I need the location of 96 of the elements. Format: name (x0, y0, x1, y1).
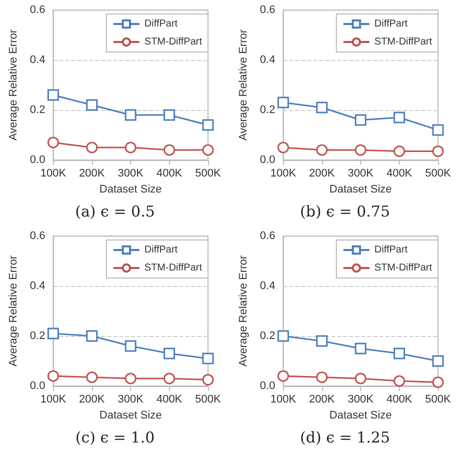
point (86, 99, 98, 111)
x-tick-label: 100K (40, 168, 67, 180)
point (124, 109, 136, 121)
point (47, 328, 59, 340)
y-tick-label: 0.6 (260, 230, 276, 242)
x-tick-label: 400K (156, 394, 183, 406)
legend-label: DiffPart (374, 244, 408, 256)
x-tick-label: 400K (156, 168, 183, 180)
point (354, 144, 366, 156)
x-tick-label: 100K (40, 394, 67, 406)
point (316, 372, 328, 383)
y-tick-label: 0.6 (30, 230, 46, 242)
point (164, 144, 176, 156)
y-tick-label: 0.0 (30, 154, 46, 166)
x-tick-label: 500K (195, 394, 222, 406)
point (164, 109, 176, 121)
x-tick-label: 100K (270, 394, 297, 406)
point (86, 372, 98, 383)
y-axis-title: Average Relative Error (238, 29, 250, 141)
point (164, 372, 176, 384)
legend-label: DiffPart (144, 18, 178, 30)
point (202, 374, 214, 386)
x-tick-label: 500K (425, 394, 452, 406)
y-tick-label: 0.0 (260, 380, 276, 392)
point (394, 375, 406, 387)
x-axis-title: Dataset Size (329, 183, 392, 196)
y-tick-label: 0.0 (260, 154, 276, 166)
y-axis-title: Average Relative Error (238, 255, 250, 367)
y-tick-label: 0.0 (30, 380, 46, 392)
text: (d) ϵ = 1.25 (300, 428, 390, 446)
x-tick-label: 500K (195, 168, 222, 180)
x-tick-label: 300K (348, 168, 374, 180)
x-tick-label: 400K (386, 394, 413, 406)
text: (b) ϵ = 0.75 (300, 202, 390, 220)
text: (c) ϵ = 1.0 (75, 428, 155, 446)
point (432, 124, 444, 136)
point (202, 119, 214, 131)
point (86, 330, 98, 342)
y-tick-label: 0.2 (260, 104, 276, 116)
point (394, 348, 406, 360)
point (432, 355, 444, 367)
x-tick-label: 400K (386, 168, 413, 180)
point (202, 144, 214, 156)
x-axis-title: Dataset Size (329, 409, 392, 422)
y-tick-label: 0.4 (30, 54, 46, 66)
x-tick-label: 200K (309, 168, 336, 180)
y-tick-label: 0.2 (30, 104, 46, 116)
point (432, 146, 444, 157)
x-tick-label: 300K (348, 394, 374, 406)
x-tick-label: 200K (309, 394, 336, 406)
point (316, 144, 328, 156)
point (47, 89, 59, 101)
y-tick-label: 0.2 (260, 330, 276, 342)
point (124, 142, 136, 154)
point (277, 330, 289, 342)
x-tick-label: 200K (79, 394, 106, 406)
x-axis-title: Dataset Size (99, 183, 162, 196)
legend-label: STM-DiffPart (144, 36, 202, 48)
point (47, 136, 59, 148)
point (124, 372, 136, 384)
point (354, 342, 366, 354)
legend-label: STM-DiffPart (144, 262, 202, 274)
point (164, 348, 176, 360)
y-tick-label: 0.6 (260, 4, 276, 16)
x-tick-label: 300K (118, 168, 144, 180)
point (432, 376, 444, 388)
point (354, 372, 366, 384)
point (202, 352, 214, 364)
point (86, 142, 98, 154)
text: (a) ϵ = 0.5 (75, 202, 155, 220)
point (394, 112, 406, 124)
x-tick-label: 200K (79, 168, 106, 180)
x-axis-title: Dataset Size (99, 409, 162, 422)
y-axis-title: Average Relative Error (8, 255, 20, 367)
point (316, 335, 328, 347)
y-axis-title: Average Relative Error (8, 29, 20, 141)
y-tick-label: 0.2 (30, 330, 46, 342)
x-tick-label: 300K (118, 394, 144, 406)
y-tick-label: 0.6 (30, 4, 46, 16)
y-tick-label: 0.4 (260, 54, 276, 66)
point (47, 370, 59, 382)
point (354, 114, 366, 126)
point (277, 142, 289, 154)
x-tick-label: 500K (425, 168, 452, 180)
x-tick-label: 100K (270, 168, 297, 180)
legend-label: STM-DiffPart (374, 262, 432, 274)
point (277, 370, 289, 382)
point (277, 96, 289, 108)
legend-label: STM-DiffPart (374, 36, 432, 48)
point (316, 102, 328, 114)
y-tick-label: 0.4 (260, 280, 276, 292)
point (394, 146, 406, 157)
point (124, 340, 136, 352)
legend-label: DiffPart (144, 244, 178, 256)
y-tick-label: 0.4 (30, 280, 46, 292)
legend-label: DiffPart (374, 18, 408, 30)
